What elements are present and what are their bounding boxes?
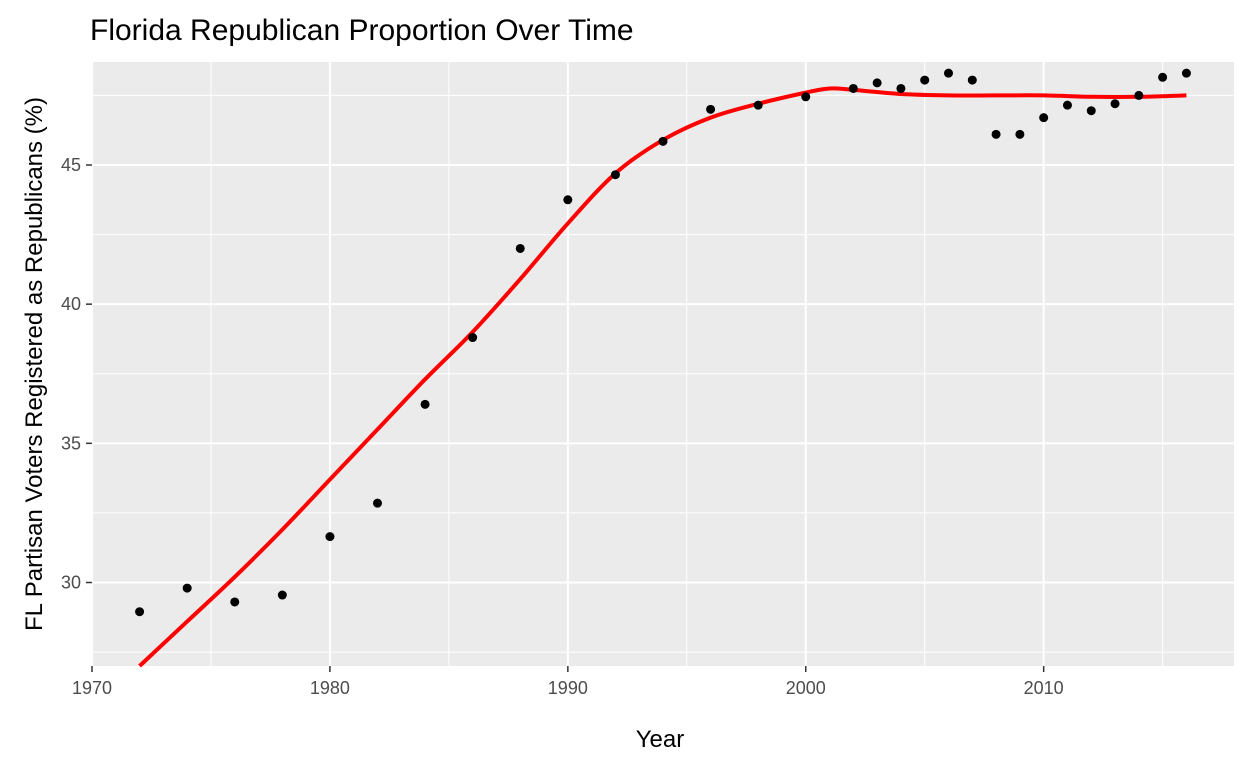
data-point: [373, 498, 382, 508]
data-point: [563, 195, 573, 205]
data-point: [1062, 100, 1072, 110]
data-point: [1015, 129, 1025, 139]
x-axis: 1970 1980 1990 2000 2010: [72, 666, 1064, 698]
data-point: [801, 92, 811, 102]
data-point: [896, 83, 906, 93]
data-point: [1134, 90, 1144, 100]
data-point: [135, 607, 145, 617]
data-point: [706, 104, 716, 114]
data-point: [610, 170, 620, 180]
data-point: [515, 243, 525, 253]
data-point: [1086, 106, 1096, 116]
data-point: [658, 136, 668, 146]
data-point: [967, 75, 977, 85]
x-tick-label: 1980: [310, 678, 350, 698]
x-axis-label: Year: [636, 726, 685, 753]
data-point: [325, 532, 335, 542]
data-point: [848, 83, 858, 93]
y-axis: 30 35 40 45: [61, 155, 92, 592]
y-tick-label: 35: [61, 433, 81, 453]
y-tick-label: 40: [61, 294, 81, 314]
data-point: [944, 68, 953, 78]
data-point: [991, 129, 1001, 139]
y-axis-label: FL Partisan Voters Registered as Republi…: [21, 97, 48, 631]
x-tick-label: 2010: [1024, 678, 1064, 698]
data-point: [468, 333, 478, 343]
major-gridlines: [91, 62, 1234, 666]
x-tick-label: 1970: [72, 678, 112, 698]
data-point: [182, 583, 192, 593]
x-tick-label: 1990: [548, 678, 588, 698]
y-tick-label: 45: [61, 155, 81, 175]
data-point: [872, 78, 882, 88]
data-point: [753, 100, 763, 110]
data-points: [135, 68, 1191, 617]
data-point: [230, 597, 240, 607]
data-point: [1158, 72, 1168, 82]
data-point: [920, 75, 930, 85]
plot-panel: [92, 62, 1234, 666]
data-point: [1181, 68, 1191, 78]
data-point: [277, 590, 287, 600]
x-tick-label: 2000: [786, 678, 826, 698]
data-point: [1039, 113, 1049, 123]
data-point: [420, 399, 430, 409]
chart-title: Florida Republican Proportion Over Time: [90, 14, 634, 47]
data-point: [1110, 99, 1120, 109]
y-tick-label: 30: [61, 572, 81, 592]
